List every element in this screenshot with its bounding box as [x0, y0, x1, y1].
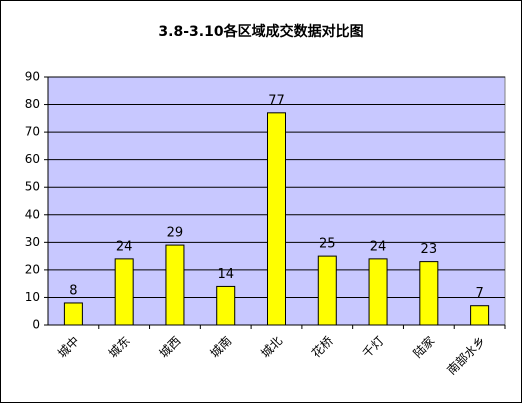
value-label: 7	[475, 286, 483, 301]
bar	[216, 285, 236, 326]
y-tick-label: 60	[25, 152, 40, 166]
bar	[419, 261, 439, 326]
value-label: 24	[116, 239, 133, 254]
y-tick-label: 80	[25, 97, 40, 111]
bar	[165, 244, 185, 326]
chart-title: 3.8-3.10各区域成交数据对比图	[158, 23, 363, 40]
y-tick-label: 20	[25, 262, 40, 276]
y-tick-label: 70	[25, 125, 40, 139]
value-label: 77	[268, 93, 285, 108]
value-label: 8	[69, 283, 77, 298]
value-label: 29	[167, 226, 184, 241]
y-tick-label: 30	[25, 235, 40, 249]
value-label: 23	[421, 242, 438, 257]
bar	[317, 255, 337, 326]
bar	[368, 258, 388, 326]
y-tick-label: 40	[25, 207, 40, 221]
y-tick-label: 0	[32, 318, 40, 332]
bar	[470, 305, 490, 326]
y-tick-label: 50	[25, 180, 40, 194]
bar	[267, 112, 286, 326]
value-label: 24	[370, 239, 387, 254]
value-label: 14	[217, 267, 234, 282]
value-label: 25	[319, 237, 336, 252]
bar	[114, 258, 134, 326]
y-tick-label: 90	[25, 70, 40, 84]
bar	[63, 302, 83, 326]
y-tick-label: 10	[25, 290, 40, 304]
